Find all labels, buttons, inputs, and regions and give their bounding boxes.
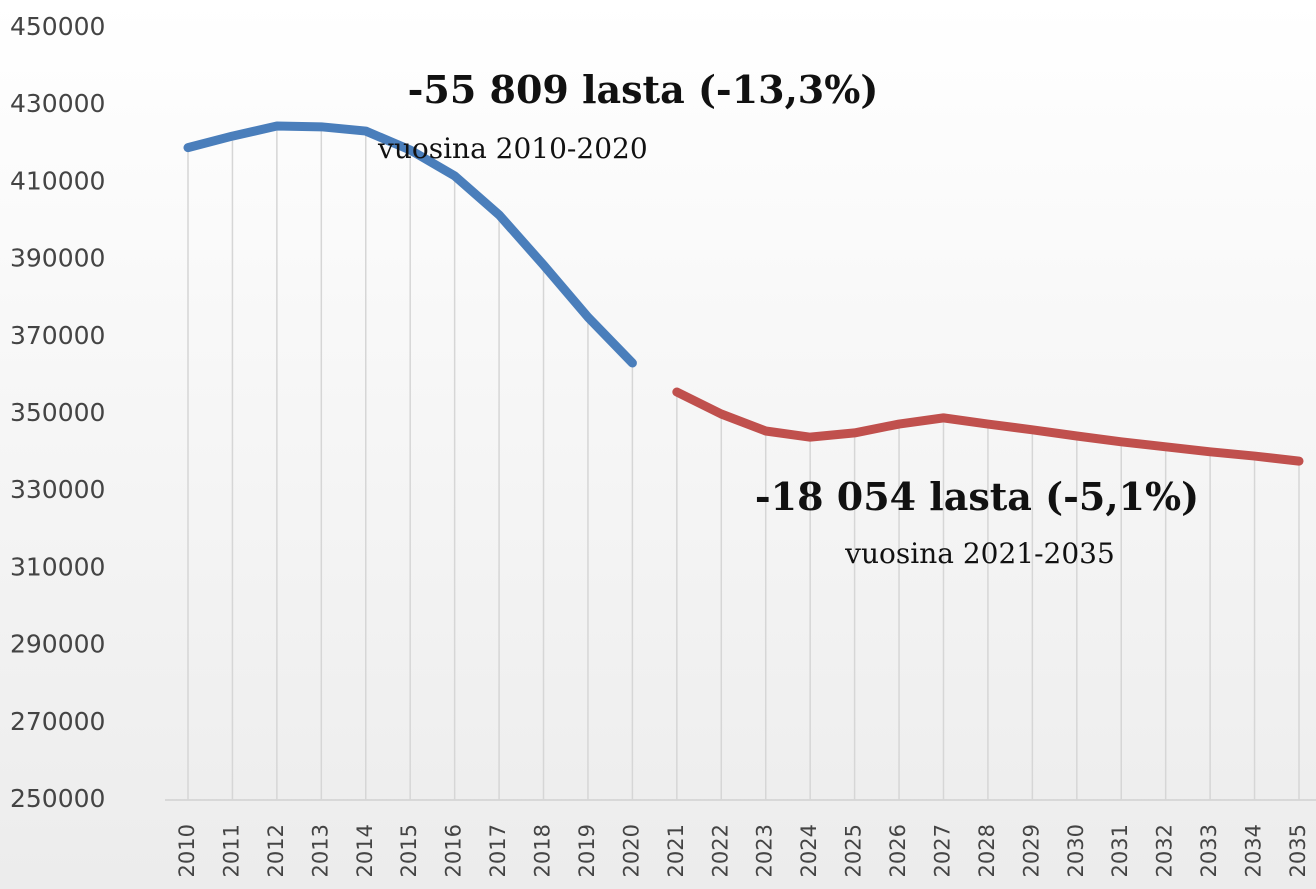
y-tick-label: 450000 (10, 12, 105, 41)
x-tick-label: 2021 (664, 824, 688, 877)
x-tick-label: 2034 (1242, 824, 1266, 877)
annotation-subtext: vuosina 2010-2020 (377, 132, 648, 165)
x-tick-label: 2032 (1153, 824, 1177, 877)
x-tick-label: 2024 (797, 824, 821, 877)
x-tick-label: 2017 (486, 824, 510, 877)
x-tick-label: 2025 (842, 824, 866, 877)
x-tick-label: 2013 (308, 824, 332, 877)
x-tick-label: 2026 (886, 824, 910, 877)
x-tick-label: 2027 (930, 824, 954, 877)
y-tick-label: 250000 (10, 784, 105, 813)
x-tick-label: 2011 (219, 824, 243, 877)
y-tick-label: 350000 (10, 398, 105, 427)
y-tick-label: 410000 (10, 166, 105, 195)
x-tick-label: 2019 (575, 824, 599, 877)
x-tick-label: 2028 (975, 824, 999, 877)
x-tick-label: 2033 (1197, 824, 1221, 877)
annotation: -18 054 lasta (-5,1%) (755, 474, 1199, 519)
x-tick-label: 2029 (1019, 824, 1043, 877)
series-line (672, 387, 1304, 466)
y-tick-label: 270000 (10, 707, 105, 736)
y-tick-label: 430000 (10, 89, 105, 118)
x-tick-label: 2015 (397, 824, 421, 877)
y-tick-label: 390000 (10, 244, 105, 273)
y-tick-label: 310000 (10, 552, 105, 581)
y-tick-label: 330000 (10, 475, 105, 504)
annotation-subtext: vuosina 2021-2035 (844, 537, 1115, 570)
x-tick-label: 2022 (708, 824, 732, 877)
x-tick-label: 2012 (264, 824, 288, 877)
y-tick-label: 290000 (10, 630, 105, 659)
x-tick-label: 2030 (1064, 824, 1088, 877)
x-tick-label: 2023 (753, 824, 777, 877)
x-tick-label: 2018 (531, 824, 555, 877)
x-tick-label: 2014 (353, 824, 377, 877)
x-tick-label: 2016 (442, 824, 466, 877)
x-tick-label: 2031 (1108, 824, 1132, 877)
annotation: -55 809 lasta (-13,3%) (408, 67, 879, 112)
x-tick-label: 2010 (175, 824, 199, 877)
series-line (183, 121, 637, 368)
y-tick-label: 370000 (10, 321, 105, 350)
x-tick-label: 2035 (1286, 824, 1310, 877)
x-tick-label: 2020 (619, 824, 643, 877)
